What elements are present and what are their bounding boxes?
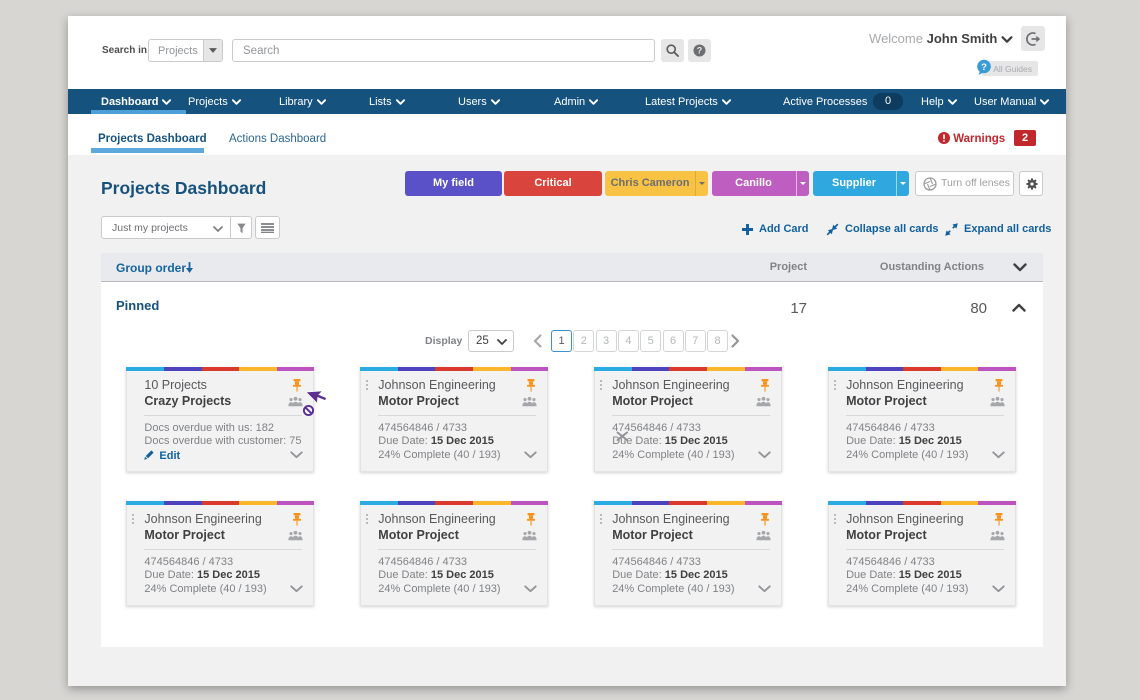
- svg-text:?: ?: [981, 62, 987, 73]
- svg-text:?: ?: [697, 46, 703, 56]
